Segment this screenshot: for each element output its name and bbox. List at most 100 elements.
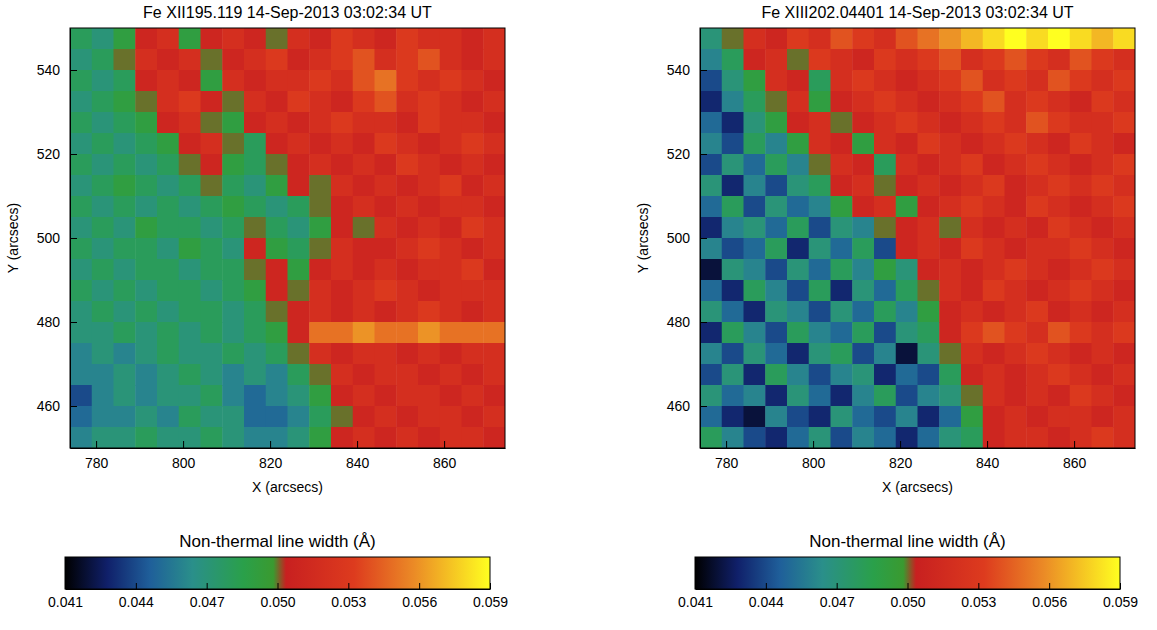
tick-label: 0.059 [473, 594, 508, 610]
cell [852, 154, 874, 176]
cell [831, 112, 853, 134]
cell [765, 91, 787, 113]
tick-label: 500 [667, 230, 691, 246]
cell [483, 217, 505, 239]
tick: 860 [433, 441, 457, 471]
cell [462, 322, 484, 344]
cell [244, 301, 266, 323]
cell [939, 133, 961, 155]
tick-mark [813, 441, 814, 448]
cell [114, 49, 136, 71]
cell [983, 217, 1005, 239]
cell [787, 70, 809, 92]
cell [700, 259, 722, 281]
cell [418, 238, 440, 260]
cell [396, 343, 418, 365]
cell [309, 217, 331, 239]
cell [440, 196, 462, 218]
cell [918, 196, 940, 218]
tick: 0.050 [890, 583, 925, 610]
cell [353, 217, 375, 239]
cell [440, 49, 462, 71]
cell [809, 112, 831, 134]
cell [1070, 154, 1092, 176]
cell [852, 70, 874, 92]
cell [375, 427, 397, 448]
cell [1092, 217, 1114, 239]
cell [70, 301, 92, 323]
cell [1048, 112, 1070, 134]
tick-label: 0.050 [260, 594, 295, 610]
cell [222, 196, 244, 218]
cell [440, 154, 462, 176]
cell [462, 175, 484, 197]
cell [266, 385, 288, 407]
cell [418, 28, 440, 50]
cell [375, 322, 397, 344]
cell [744, 301, 766, 323]
cell [440, 238, 462, 260]
cell [135, 364, 157, 386]
tick: 840 [346, 441, 370, 471]
cell [896, 70, 918, 92]
tick: 0.059 [473, 583, 508, 610]
cell [1113, 217, 1135, 239]
cell [201, 322, 223, 344]
cell [135, 238, 157, 260]
cell [309, 301, 331, 323]
cell [396, 154, 418, 176]
cell [222, 406, 244, 428]
cell [1026, 217, 1048, 239]
tick-label: 780 [715, 455, 739, 471]
cell [70, 427, 92, 448]
cell [1070, 133, 1092, 155]
cell [222, 238, 244, 260]
cell [201, 28, 223, 50]
cell [700, 196, 722, 218]
cell [809, 406, 831, 428]
cell [852, 133, 874, 155]
cell [765, 238, 787, 260]
cell [201, 154, 223, 176]
cell [440, 175, 462, 197]
cell [744, 49, 766, 71]
cell [765, 154, 787, 176]
cell [114, 133, 136, 155]
cell [179, 112, 201, 134]
cell [266, 154, 288, 176]
cell [961, 175, 983, 197]
cell [1070, 238, 1092, 260]
cell [179, 70, 201, 92]
cell [114, 112, 136, 134]
cell [787, 238, 809, 260]
cell [852, 217, 874, 239]
cell [1026, 196, 1048, 218]
cell [309, 427, 331, 448]
cell [1113, 385, 1135, 407]
tick-label: 0.041 [48, 594, 83, 610]
y-axis-title: Y (arcsecs) [635, 203, 651, 274]
cell [244, 343, 266, 365]
cell [1092, 427, 1114, 448]
cell [765, 322, 787, 344]
cell [1005, 427, 1027, 448]
cell [288, 301, 310, 323]
cell [157, 427, 179, 448]
cell [1005, 91, 1027, 113]
cell [809, 196, 831, 218]
cell [1092, 301, 1114, 323]
cell [831, 427, 853, 448]
cell [331, 196, 353, 218]
cell [918, 238, 940, 260]
cell [1026, 238, 1048, 260]
cell [179, 259, 201, 281]
cell [266, 91, 288, 113]
cell [288, 49, 310, 71]
cell [1026, 385, 1048, 407]
tick-label: 0.056 [1032, 594, 1067, 610]
cell [70, 154, 92, 176]
cell [831, 133, 853, 155]
cell [700, 70, 722, 92]
cell [418, 322, 440, 344]
cell [157, 406, 179, 428]
